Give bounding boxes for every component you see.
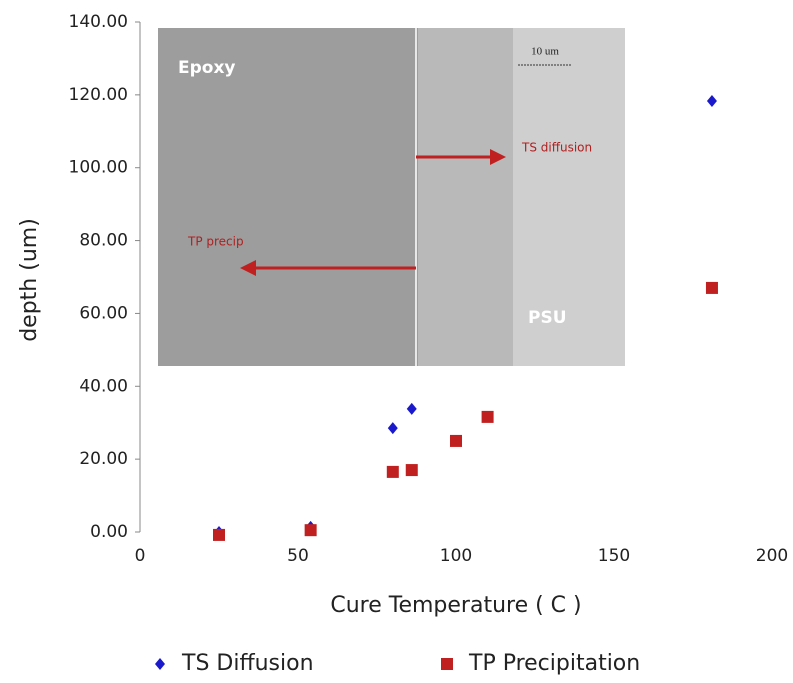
x-tick-label: 0 xyxy=(135,546,146,566)
arrow-head xyxy=(490,149,506,165)
y-tick-label: 120.00 xyxy=(69,85,128,105)
legend-marker xyxy=(155,658,165,670)
y-tick-label: 80.00 xyxy=(79,231,128,251)
x-tick-label: 50 xyxy=(287,546,309,566)
y-tick-label: 20.00 xyxy=(79,449,128,469)
inset-label: 10 um xyxy=(531,46,559,58)
x-axis-label: Cure Temperature ( C ) xyxy=(330,593,581,618)
point xyxy=(304,524,317,537)
inset-label: TP precip xyxy=(187,235,244,249)
inset-label: PSU xyxy=(528,308,567,328)
x-tick-label: 150 xyxy=(598,546,630,566)
legend-item: TS Diffusion xyxy=(155,651,314,676)
y-tick-label: 140.00 xyxy=(69,12,128,32)
point xyxy=(706,95,717,108)
inset-image: Epoxy PSU TS diffusion TP precip 10 um xyxy=(158,28,625,366)
x-tick-label: 100 xyxy=(440,546,472,566)
point xyxy=(405,464,418,477)
legend-marker xyxy=(441,658,453,670)
interphase-region xyxy=(418,28,513,366)
y-tick-label: 40.00 xyxy=(79,376,128,396)
y-tick-label: 60.00 xyxy=(79,303,128,323)
y-tick-label: 0.00 xyxy=(90,522,128,542)
inset-label: Epoxy xyxy=(178,58,236,78)
inset-label: TS diffusion xyxy=(521,141,592,155)
point xyxy=(387,422,398,435)
arrow-head xyxy=(240,260,256,276)
point xyxy=(481,410,494,423)
point xyxy=(213,528,225,541)
y-tick-label: 100.00 xyxy=(69,158,128,178)
epoxy-region xyxy=(158,28,418,366)
point xyxy=(705,281,718,294)
legend-label: TS Diffusion xyxy=(181,651,314,676)
y-axis-label: depth (um) xyxy=(17,218,42,342)
legend-item: TP Precipitation xyxy=(441,651,640,676)
x-tick-label: 200 xyxy=(756,546,788,566)
point xyxy=(450,434,462,447)
point xyxy=(406,402,417,415)
point xyxy=(386,465,399,478)
psu-region xyxy=(513,28,625,366)
legend-label: TP Precipitation xyxy=(468,651,640,676)
